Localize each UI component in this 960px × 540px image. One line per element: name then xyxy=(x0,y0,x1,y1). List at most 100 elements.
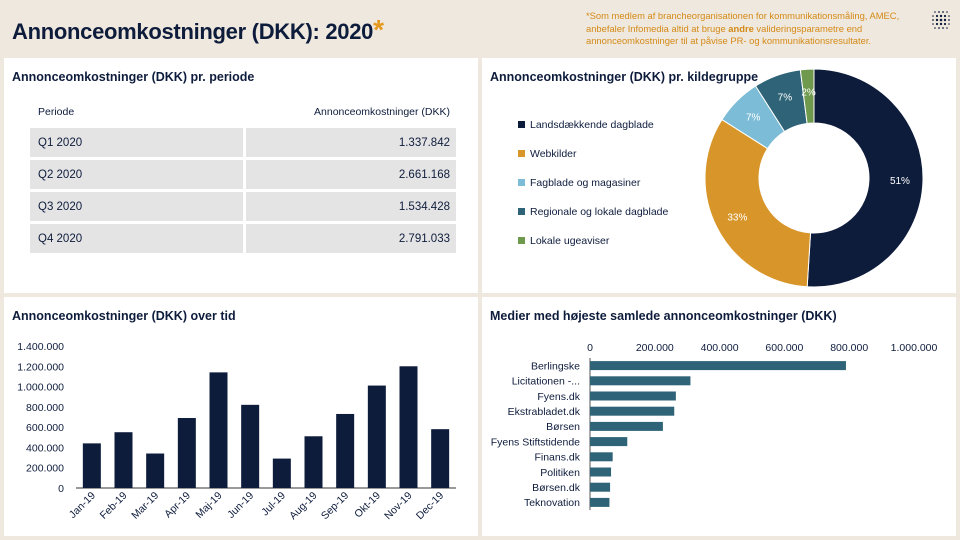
legend-label: Lokale ugeaviser xyxy=(530,234,610,247)
column-header-period: Periode xyxy=(38,106,75,118)
month-bar xyxy=(431,429,450,488)
media-label: Licitationen -... xyxy=(512,376,580,388)
media-bar xyxy=(590,391,676,401)
donut-slice xyxy=(806,68,924,288)
slice-label: 7% xyxy=(778,93,793,104)
media-label: Fyens Stiftstidende xyxy=(491,436,580,448)
period-cell: Q1 2020 xyxy=(30,128,243,157)
month-bar xyxy=(177,418,196,488)
x-tick-label: Maj-19 xyxy=(193,490,224,521)
slice-label: 7% xyxy=(746,113,761,124)
legend-item: Lokale ugeaviser xyxy=(518,226,668,255)
month-bar xyxy=(209,372,228,488)
top-media-bar-chart: 0 200.000 400.000 600.000 800.000 1.000.000 Be… xyxy=(491,342,938,510)
infomedia-logo-icon xyxy=(930,9,952,36)
slice-label: 33% xyxy=(727,213,747,224)
donut-chart: 51% 33% 7% 7% 2% xyxy=(704,68,924,288)
donut-slice xyxy=(704,118,812,288)
media-label: Ekstrabladet.dk xyxy=(508,406,581,418)
table-row: Q2 2020 2.661.168 xyxy=(30,160,456,189)
media-bar xyxy=(590,406,675,416)
column-header-cost: Annonceomkostninger (DKK) xyxy=(314,106,450,118)
media-bar xyxy=(590,376,691,386)
month-bar xyxy=(241,404,260,488)
month-bar xyxy=(336,413,355,488)
y-tick-label: 600.000 xyxy=(26,422,64,434)
media-bar xyxy=(590,467,612,477)
monthly-bar-chart: 0 200.000 400.000 600.000 800.000 1.000.000 1.… xyxy=(17,341,456,523)
legend-swatch xyxy=(518,179,525,186)
cost-cell: 2.791.033 xyxy=(246,224,456,253)
over-time-panel-title: Annonceomkostninger (DKK) over tid xyxy=(12,309,236,323)
x-tick-label: 0 xyxy=(587,342,593,354)
period-table: Periode Annonceomkostninger (DKK) Q1 202… xyxy=(27,96,459,256)
media-label: Teknovation xyxy=(524,497,580,509)
over-time-panel: Annonceomkostninger (DKK) over tid 0 200.… xyxy=(4,297,478,536)
legend-item: Fagblade og magasiner xyxy=(518,168,668,197)
y-tick-label: 800.000 xyxy=(26,402,64,414)
amec-note: *Som medlem af brancheorganisationen for… xyxy=(586,10,900,46)
cost-cell: 1.337.842 xyxy=(246,128,456,157)
media-label: Børsen xyxy=(546,421,580,433)
y-tick-label: 400.000 xyxy=(26,442,64,454)
media-label: Fyens.dk xyxy=(537,391,580,403)
legend-swatch xyxy=(518,208,525,215)
media-bar xyxy=(590,497,610,507)
media-bar xyxy=(590,452,613,462)
table-row: Q1 2020 1.337.842 xyxy=(30,128,456,157)
month-bar xyxy=(304,436,323,488)
month-bar xyxy=(82,443,101,488)
x-tick-label: 200.000 xyxy=(636,342,674,354)
slice-label: 2% xyxy=(801,88,816,99)
top-media-panel: Medier med højeste samlede annonceomkost… xyxy=(482,297,956,536)
x-tick-label: 600.000 xyxy=(765,342,803,354)
x-tick-label: Sep-19 xyxy=(319,490,352,523)
media-bar xyxy=(590,482,611,492)
x-tick-label: 800.000 xyxy=(830,342,868,354)
x-tick-label: Okt-19 xyxy=(352,490,383,521)
period-cell: Q3 2020 xyxy=(30,192,243,221)
media-label: Børsen.dk xyxy=(532,482,581,494)
legend-label: Fagblade og magasiner xyxy=(530,176,641,189)
month-bar xyxy=(367,385,386,488)
x-tick-label: 1.000.000 xyxy=(891,342,938,354)
x-tick-label: Feb-19 xyxy=(98,490,130,522)
y-tick-label: 1.200.000 xyxy=(17,361,64,373)
legend-item: Landsdækkende dagblade xyxy=(518,110,668,139)
media-label: Berlingske xyxy=(531,360,580,372)
legend-label: Landsdækkende dagblade xyxy=(530,118,654,131)
legend-swatch xyxy=(518,150,525,157)
media-label: Finans.dk xyxy=(534,452,580,464)
x-tick-label: 400.000 xyxy=(701,342,739,354)
donut-slice xyxy=(799,68,815,124)
legend-item: Regionale og lokale dagblade xyxy=(518,197,668,226)
legend-label: Webkilder xyxy=(530,147,577,160)
y-tick-label: 0 xyxy=(58,483,64,495)
y-tick-label: 1.000.000 xyxy=(17,382,64,394)
legend-item: Webkilder xyxy=(518,139,668,168)
x-tick-label: Dec-19 xyxy=(414,490,447,523)
media-bar xyxy=(590,421,663,431)
y-tick-label: 1.400.000 xyxy=(17,341,64,353)
period-cell: Q4 2020 xyxy=(30,224,243,253)
table-row: Q3 2020 1.534.428 xyxy=(30,192,456,221)
x-tick-label: Apr-19 xyxy=(162,490,193,521)
x-tick-label: Aug-19 xyxy=(287,490,320,523)
x-tick-label: Jan-19 xyxy=(67,490,98,521)
month-bar xyxy=(114,432,133,488)
media-label: Politiken xyxy=(540,467,580,479)
y-tick-label: 200.000 xyxy=(26,463,64,475)
cost-cell: 1.534.428 xyxy=(246,192,456,221)
x-tick-label: Jul-19 xyxy=(259,490,288,519)
x-tick-label: Nov-19 xyxy=(382,490,415,523)
cost-cell: 2.661.168 xyxy=(246,160,456,189)
source-group-panel: Annonceomkostninger (DKK) pr. kildegrupp… xyxy=(482,58,956,293)
period-cell: Q2 2020 xyxy=(30,160,243,189)
media-bar xyxy=(590,437,628,447)
table-row: Q4 2020 2.791.033 xyxy=(30,224,456,253)
month-bar xyxy=(272,458,291,488)
x-tick-label: Jun-19 xyxy=(225,490,256,521)
x-tick-label: Mar-19 xyxy=(129,490,161,522)
month-bar xyxy=(146,453,165,488)
legend-swatch xyxy=(518,237,525,244)
